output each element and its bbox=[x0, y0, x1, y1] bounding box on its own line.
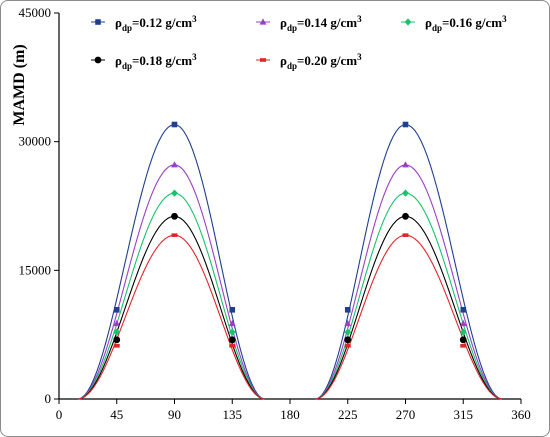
series-line bbox=[315, 123, 502, 400]
data-point bbox=[459, 319, 467, 327]
legend-label: ρdp=0.20 g/cm3 bbox=[280, 52, 362, 71]
data-point bbox=[229, 306, 236, 313]
data-point bbox=[113, 336, 121, 344]
data-point bbox=[171, 233, 178, 237]
data-point bbox=[228, 336, 236, 344]
legend-marker bbox=[95, 19, 101, 25]
x-tick-label: 270 bbox=[396, 407, 416, 422]
series-line bbox=[78, 215, 265, 400]
x-tick-label: 45 bbox=[110, 407, 123, 422]
data-point bbox=[344, 336, 352, 344]
series-line bbox=[78, 192, 265, 400]
data-point bbox=[113, 344, 120, 348]
series-line bbox=[78, 234, 265, 400]
legend-label: ρdp=0.18 g/cm3 bbox=[115, 52, 197, 71]
legend-marker bbox=[260, 58, 266, 62]
series-line bbox=[315, 215, 502, 400]
data-point bbox=[113, 328, 121, 336]
series-line bbox=[315, 192, 502, 400]
legend-marker bbox=[404, 18, 412, 26]
legend-item: ρdp=0.20 g/cm3 bbox=[256, 52, 362, 71]
data-point bbox=[402, 189, 409, 197]
data-point bbox=[344, 319, 352, 327]
y-tick-label: 0 bbox=[45, 391, 52, 406]
data-point bbox=[171, 189, 178, 197]
legend-marker bbox=[94, 56, 102, 64]
legend-label: ρdp=0.14 g/cm3 bbox=[280, 14, 362, 33]
data-point bbox=[460, 306, 467, 313]
data-point bbox=[402, 121, 409, 128]
series-markers bbox=[113, 121, 467, 348]
data-point bbox=[344, 344, 351, 348]
data-point bbox=[229, 344, 236, 348]
data-point bbox=[344, 328, 352, 336]
data-point bbox=[113, 306, 120, 313]
legend: ρdp=0.12 g/cm3 ρdp=0.14 g/cm3 ρdp=0.16 g/c… bbox=[91, 14, 507, 71]
data-point bbox=[171, 161, 178, 168]
legend-item: ρdp=0.12 g/cm3 bbox=[91, 14, 197, 33]
y-axis-label: MAMD (m) bbox=[11, 44, 28, 125]
legend-label: ρdp=0.12 g/cm3 bbox=[115, 14, 197, 33]
legend-item: ρdp=0.18 g/cm3 bbox=[91, 52, 197, 71]
data-point bbox=[460, 344, 467, 348]
data-point bbox=[459, 328, 467, 336]
data-point bbox=[402, 212, 409, 220]
x-tick-label: 180 bbox=[280, 407, 300, 422]
data-point bbox=[402, 161, 409, 168]
y-tick-label: 30000 bbox=[19, 134, 52, 149]
x-tick-label: 315 bbox=[454, 407, 474, 422]
x-tick-label: 225 bbox=[338, 407, 358, 422]
legend-item: ρdp=0.14 g/cm3 bbox=[256, 14, 362, 33]
legend-label: ρdp=0.16 g/cm3 bbox=[425, 14, 507, 33]
x-tick-label: 0 bbox=[56, 407, 63, 422]
data-point bbox=[402, 233, 409, 237]
y-tick-label: 15000 bbox=[19, 262, 52, 277]
series-line bbox=[78, 123, 265, 400]
data-point bbox=[113, 319, 121, 327]
y-tick-label: 45000 bbox=[19, 5, 52, 20]
data-point bbox=[228, 328, 236, 336]
axes: 0 45 90 135 180 225 270 315 360 0 15000 30000 45000 bbox=[19, 5, 531, 422]
data-point bbox=[344, 306, 351, 313]
data-point bbox=[171, 212, 178, 220]
x-tick-label: 90 bbox=[168, 407, 181, 422]
legend-item: ρdp=0.16 g/cm3 bbox=[401, 14, 507, 33]
series-line bbox=[315, 234, 502, 400]
series-curves bbox=[78, 123, 502, 400]
data-point bbox=[459, 336, 467, 344]
data-point bbox=[228, 319, 236, 327]
x-tick-label: 135 bbox=[223, 407, 243, 422]
x-tick-label: 360 bbox=[511, 407, 531, 422]
legend-marker bbox=[259, 18, 267, 25]
data-point bbox=[171, 121, 178, 128]
